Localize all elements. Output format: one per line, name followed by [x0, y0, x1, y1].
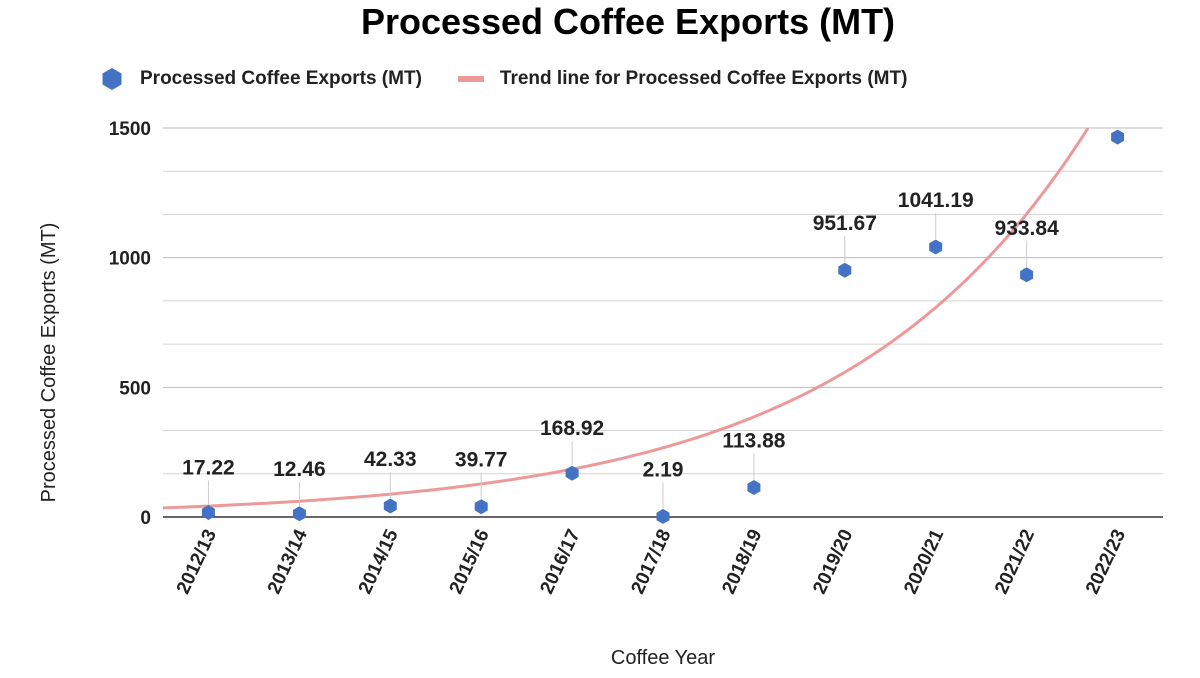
- data-point-marker: [838, 262, 852, 278]
- data-point-marker: [202, 505, 215, 520]
- chart-title: Processed Coffee Exports (MT): [360, 1, 896, 42]
- legend-item-trendline[interactable]: Trend line for Processed Coffee Exports …: [457, 68, 908, 90]
- legend-trendline-swatch: [457, 76, 484, 82]
- data-points: [202, 129, 1124, 524]
- y-tick-label: 1000: [109, 249, 151, 270]
- data-point-marker: [747, 480, 761, 495]
- data-point-marker: [383, 498, 397, 514]
- x-tick-label: 2017/18: [627, 526, 675, 597]
- data-label: 17.22: [182, 457, 235, 480]
- data-point-marker: [656, 508, 670, 524]
- data-label: 1041.19: [898, 189, 974, 212]
- data-label: 168.92: [540, 417, 604, 440]
- y-axis-title: Processed Coffee Exports (MT): [38, 223, 60, 503]
- x-tick-label: 2019/20: [809, 526, 857, 597]
- data-labels: 17.22 12.46 42.33 39.77 168.92 2.19 113.88 951.…: [182, 189, 1059, 481]
- data-point-marker: [1111, 129, 1124, 145]
- y-tick-label: 1500: [109, 119, 151, 140]
- x-tick-label: 2021/22: [991, 526, 1039, 597]
- legend: Processed Coffee Exports (MT) Trend line…: [100, 64, 943, 94]
- data-label: 933.84: [995, 217, 1060, 240]
- x-tick-label: 2020/21: [900, 526, 948, 598]
- x-tick-label: 2012/13: [173, 526, 221, 597]
- x-axis-ticks: 2012/13 2013/14 2014/15 2015/16 2016/17 2017/…: [173, 526, 1130, 598]
- data-label: 2.19: [643, 458, 684, 481]
- data-label: 951.67: [813, 212, 877, 235]
- x-tick-label: 2013/14: [264, 526, 312, 598]
- legend-trendline-label: Trend line for Processed Coffee Exports …: [499, 68, 908, 89]
- y-tick-label: 0: [140, 508, 151, 529]
- x-axis-title: Coffee Year: [611, 647, 716, 669]
- data-label: 12.46: [273, 458, 326, 481]
- x-tick-label: 2018/19: [718, 526, 766, 597]
- data-point-marker: [292, 506, 306, 522]
- gridlines: [163, 127, 1163, 475]
- data-point-marker: [474, 499, 488, 515]
- data-label: 39.77: [455, 449, 508, 472]
- data-point-marker: [1020, 267, 1034, 283]
- x-tick-label: 2014/15: [355, 526, 403, 598]
- label-leader-lines: [207, 212, 1028, 509]
- data-point-marker: [565, 465, 579, 481]
- trend-line: [162, 127, 1090, 510]
- x-tick-label: 2016/17: [537, 526, 585, 597]
- data-label: 113.88: [722, 429, 785, 452]
- y-tick-label: 500: [119, 378, 151, 399]
- y-axis-ticks: 0 500 1000 1500: [109, 119, 151, 529]
- x-tick-label: 2022/23: [1082, 526, 1130, 597]
- legend-item-series[interactable]: Processed Coffee Exports (MT): [100, 67, 422, 91]
- data-point-marker: [929, 239, 943, 255]
- x-tick-label: 2015/16: [446, 526, 494, 597]
- legend-series-label: Processed Coffee Exports (MT): [140, 68, 422, 89]
- legend-hexagon-marker: [102, 68, 122, 90]
- data-label: 42.33: [364, 448, 417, 471]
